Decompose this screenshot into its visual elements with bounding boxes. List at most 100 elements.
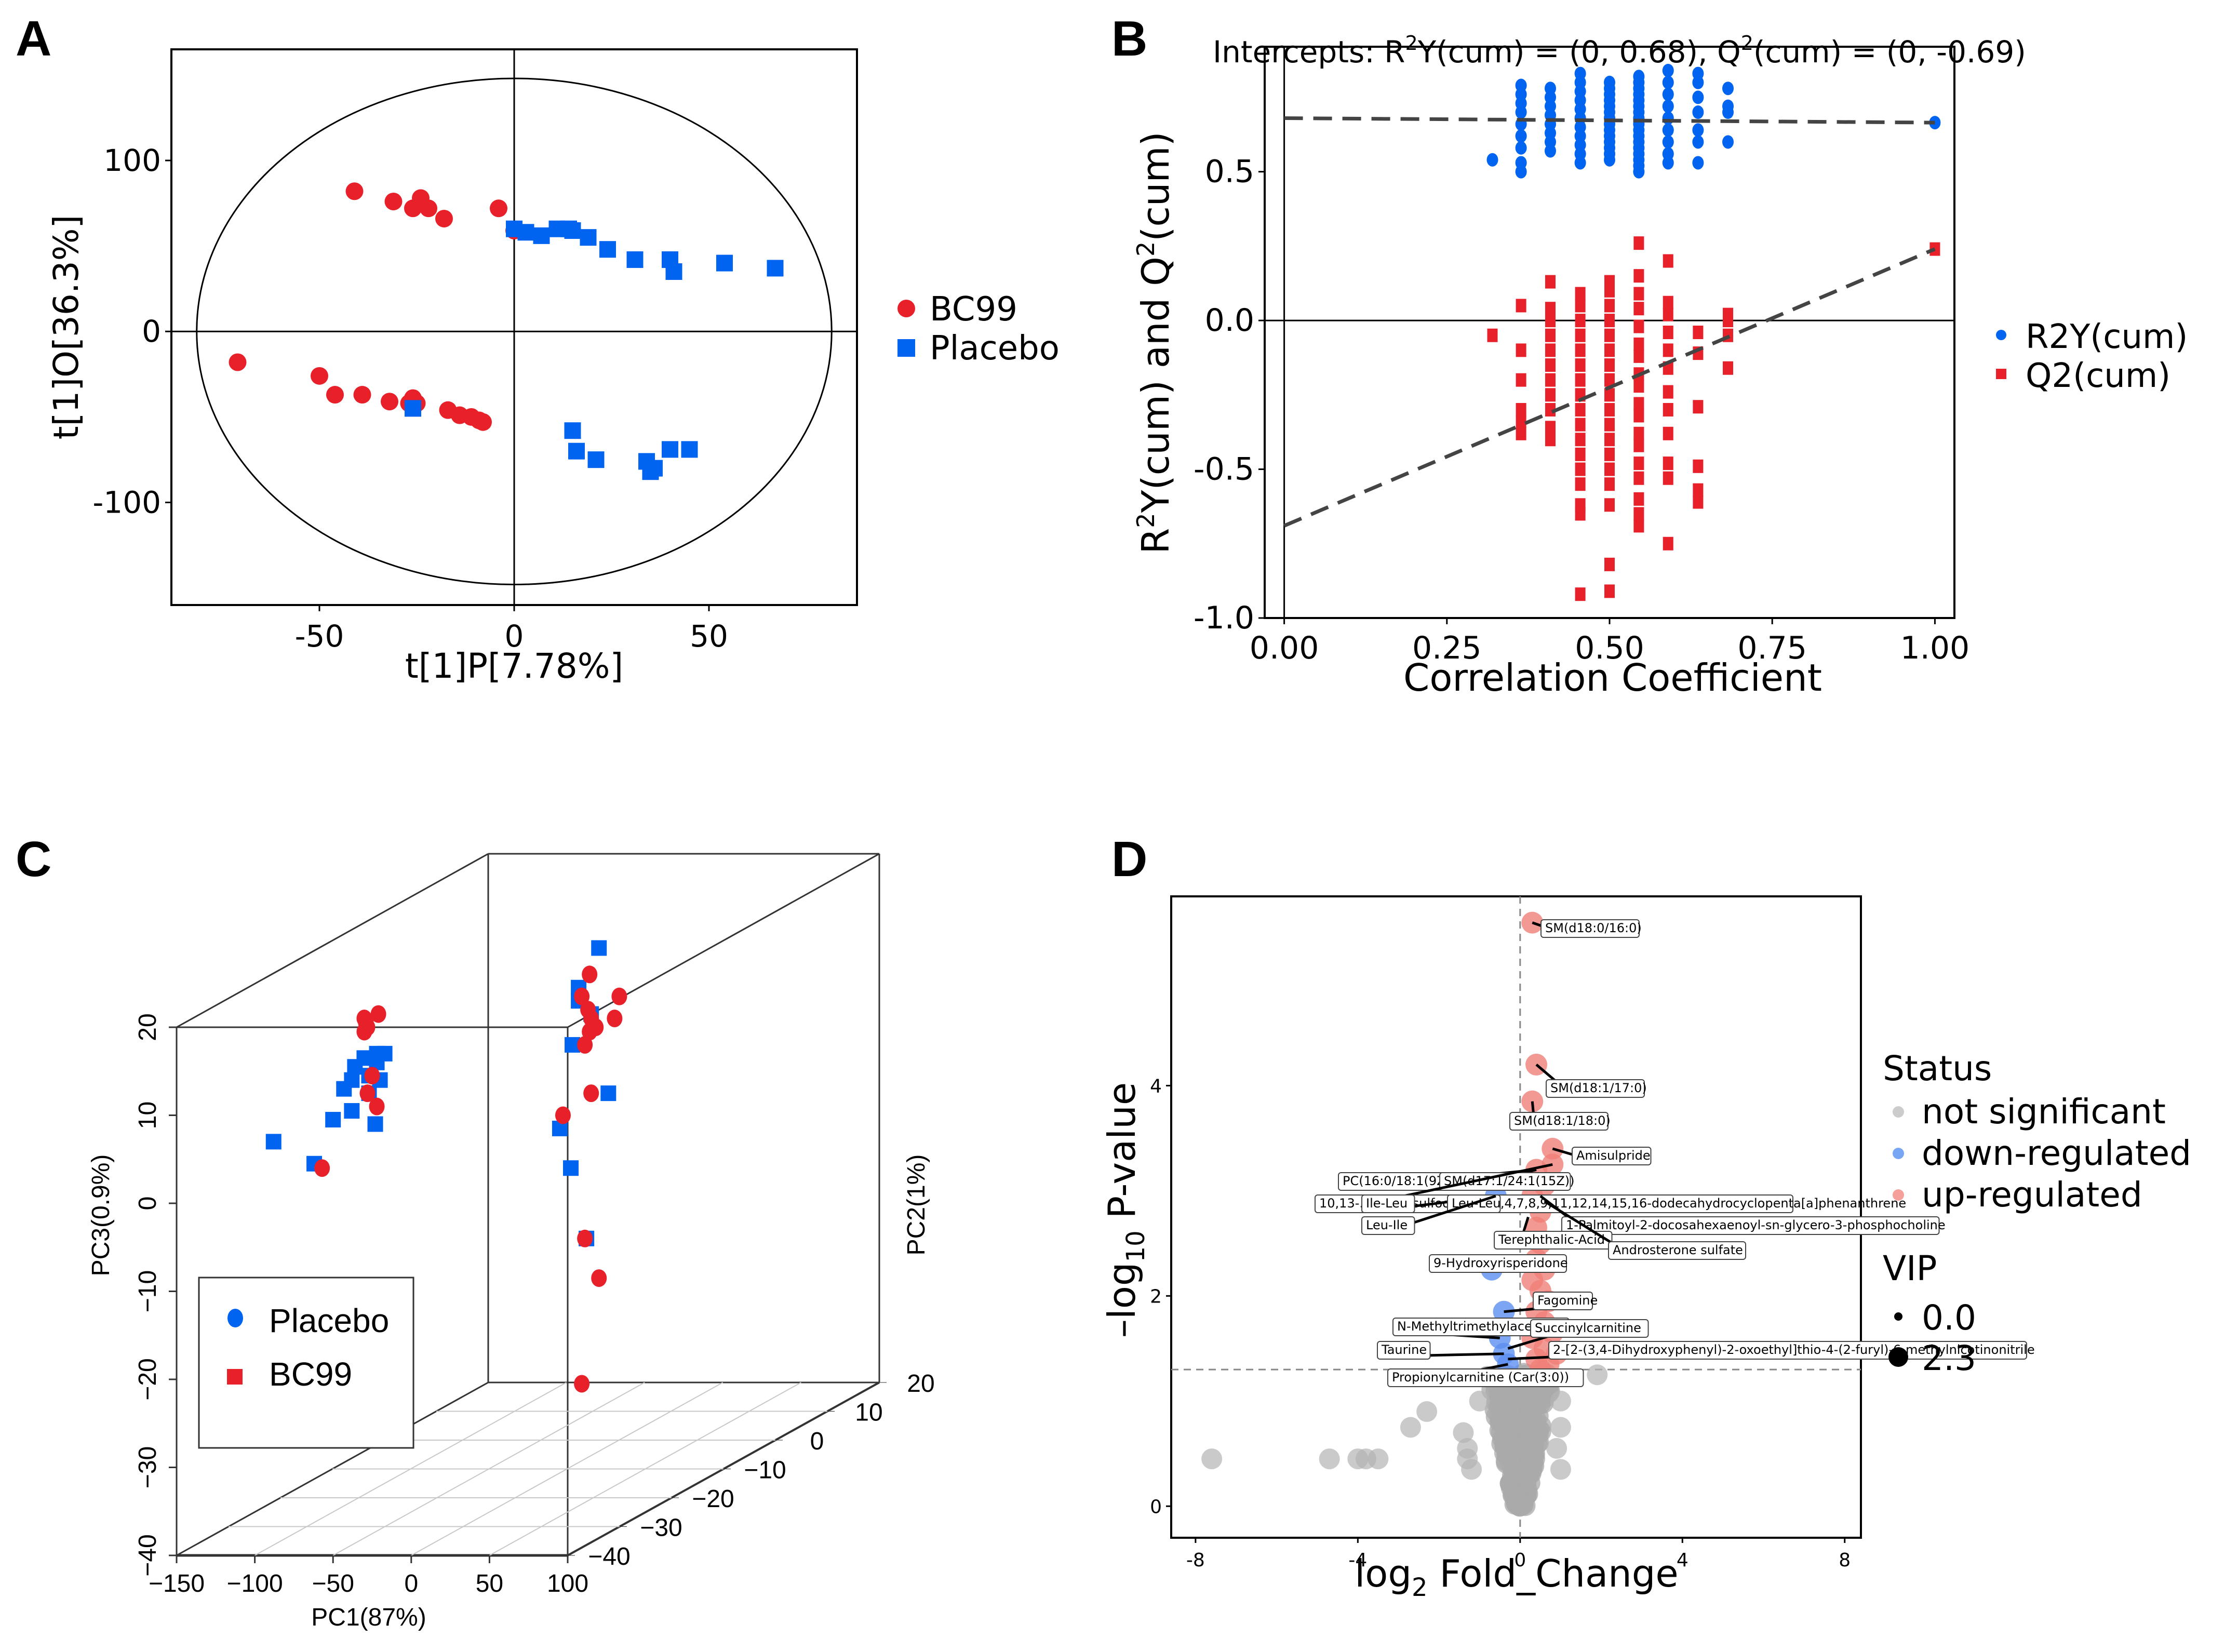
q2-point: [1575, 498, 1586, 512]
annotation-box: [1387, 1368, 1584, 1387]
data-point-bc99: [611, 987, 627, 1005]
r2y-point: [1662, 99, 1674, 113]
legend-marker-bc99: [227, 1369, 243, 1385]
point-not-significant: [1416, 1401, 1438, 1422]
r2y-point: [1722, 135, 1734, 149]
r2y-point: [1662, 123, 1674, 137]
point-not-significant: [1494, 1392, 1515, 1413]
legend-label-bc99: BC99: [269, 1355, 352, 1393]
q2-point: [1545, 314, 1556, 328]
z-tick-label: 0: [134, 1197, 162, 1211]
data-point-bc99: [370, 1005, 386, 1023]
q2-point: [1545, 328, 1556, 342]
data-point-placebo: [642, 463, 659, 480]
data-point-placebo: [563, 1160, 579, 1176]
title-part: (cum) = (0, -0.69): [1753, 34, 2026, 70]
x-tick-label: 0: [1514, 1550, 1526, 1571]
y-tick-label: 20: [907, 1370, 934, 1398]
annotation-label: Amisulpride: [1576, 1148, 1651, 1163]
point-not-significant: [1469, 1390, 1490, 1412]
q2-point: [1663, 296, 1673, 310]
q2-point: [1633, 426, 1644, 440]
q2-point: [1604, 498, 1615, 512]
r2y-point: [1662, 87, 1674, 101]
annotation-box: [1509, 1112, 1609, 1131]
q2-point: [1723, 361, 1734, 375]
r2y-point: [1722, 82, 1734, 96]
annotation-box: [1530, 1319, 1649, 1338]
y-tick-label: 100: [103, 143, 161, 178]
q2-point: [1633, 269, 1644, 283]
x-tick-label: 0: [404, 1570, 418, 1597]
q2-point: [1693, 459, 1704, 473]
title-superscript: 2: [1405, 32, 1418, 55]
ylabel-part: (cum): [1134, 131, 1177, 241]
annotation-label: Fagomine: [1537, 1293, 1598, 1308]
data-point-placebo: [568, 442, 585, 460]
data-point-placebo: [367, 1116, 383, 1132]
legend-label-placebo: Placebo: [269, 1302, 389, 1339]
q2-point: [1575, 402, 1586, 417]
data-point-placebo: [564, 222, 581, 239]
title-part: Intercepts: R: [1213, 34, 1405, 70]
y-tick-label: −10: [744, 1457, 786, 1484]
data-point-placebo: [325, 1111, 341, 1127]
r2y-point: [1692, 90, 1704, 104]
legend-label-up-regulated: up-regulated: [1922, 1175, 2142, 1215]
data-point-bc99: [364, 1067, 380, 1085]
ylabel-subscript: 10: [1121, 1230, 1150, 1262]
legend-marker-placebo: [897, 339, 915, 357]
r2y-point: [1692, 156, 1704, 170]
panel-letter-a: A: [16, 11, 52, 66]
data-point-bc99: [591, 1269, 607, 1287]
q2-point: [1516, 414, 1526, 428]
annotation-box: [1315, 1194, 1793, 1213]
r2y-point: [1662, 147, 1674, 161]
z-tick-label: −30: [134, 1446, 162, 1488]
point-not-significant: [1587, 1364, 1608, 1386]
r2y-point: [1633, 70, 1645, 84]
q2-point: [1545, 388, 1556, 402]
panel-letter-b: B: [1111, 11, 1148, 66]
data-point-placebo: [533, 227, 550, 244]
annotation-box: [1540, 919, 1640, 938]
data-point-placebo: [662, 441, 678, 458]
q2-point: [1663, 402, 1673, 417]
r2y-point: [1692, 123, 1704, 137]
data-point-placebo: [517, 224, 534, 241]
q2-point: [1633, 471, 1644, 485]
data-point-placebo: [564, 422, 581, 439]
panel-b-permutation-test: Intercepts: R2Y(cum) = (0, 0.68), Q2(cum…: [1132, 32, 2188, 700]
q2-point: [1604, 462, 1615, 476]
q2-point: [1575, 299, 1586, 313]
annotation-box: [1533, 1292, 1593, 1310]
y-axis-label: –log10 P-value: [1100, 1082, 1150, 1338]
data-point-bc99: [229, 353, 247, 371]
legend-marker-vip-small: [1894, 1312, 1902, 1321]
q2-point: [1575, 418, 1586, 432]
3d-box: [176, 853, 880, 1557]
q2-point: [1633, 397, 1644, 411]
annotation-box: [1546, 1079, 1645, 1098]
q2-point: [1663, 426, 1673, 440]
annotation-box: [1572, 1147, 1652, 1165]
data-point-bc99: [404, 199, 422, 218]
point-not-significant: [1453, 1422, 1474, 1443]
q2-point: [1633, 302, 1644, 316]
q2-point: [1663, 536, 1673, 550]
r2y-point: [1515, 156, 1527, 170]
q2-point: [1633, 287, 1644, 301]
legend-label-placebo: Placebo: [930, 329, 1060, 368]
data-point-bc99: [381, 393, 398, 411]
annotation-label: Ile-Leu: [1366, 1196, 1408, 1211]
q2-point: [1663, 307, 1673, 321]
regression-line-r2y: [1284, 116, 1935, 125]
q2-point: [1604, 314, 1615, 328]
ylabel-part: Y(cum) and Q: [1134, 257, 1177, 513]
data-point-placebo: [344, 1072, 360, 1088]
q2-point: [1575, 314, 1586, 328]
q2-point: [1545, 302, 1556, 316]
annotation-label: SM(d18:1/17:0): [1550, 1081, 1647, 1095]
data-point-placebo: [767, 260, 784, 277]
